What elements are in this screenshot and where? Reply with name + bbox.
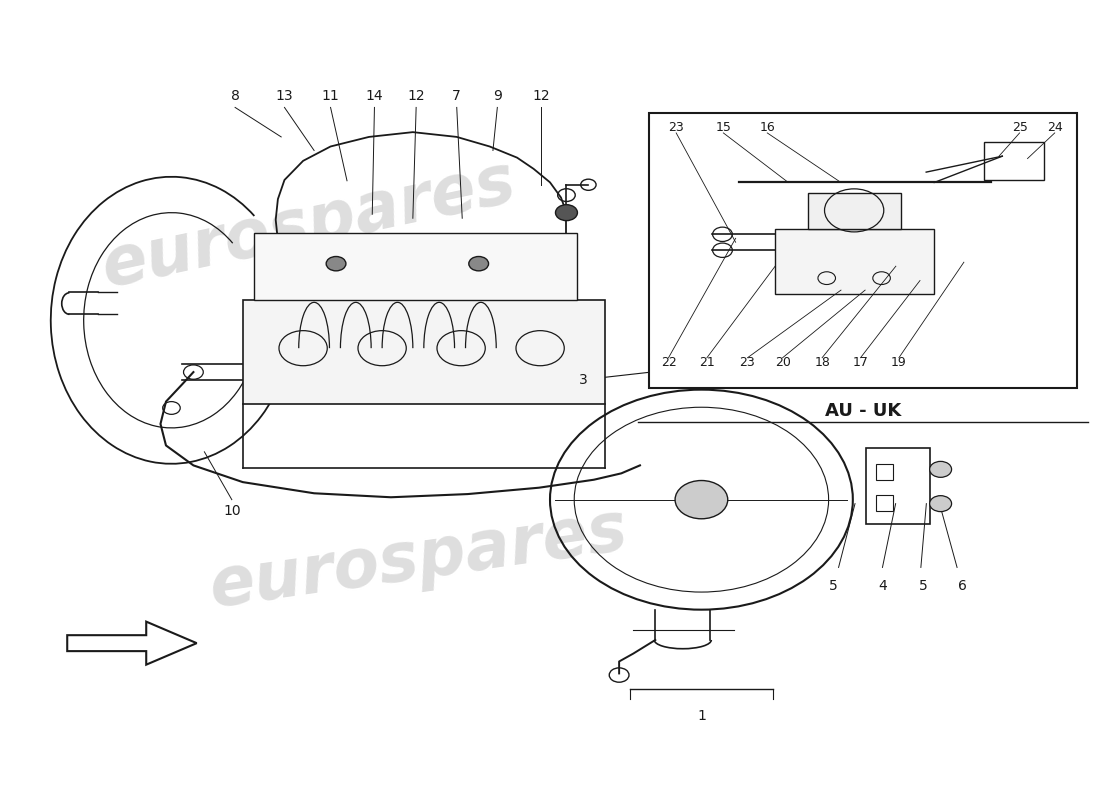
Text: 12: 12: [532, 90, 550, 103]
Text: 10: 10: [223, 504, 241, 518]
Text: 5: 5: [918, 579, 927, 594]
FancyBboxPatch shape: [243, 300, 605, 404]
FancyBboxPatch shape: [808, 193, 901, 229]
Circle shape: [930, 462, 952, 478]
Text: 11: 11: [321, 90, 340, 103]
Circle shape: [675, 481, 728, 518]
FancyBboxPatch shape: [679, 278, 746, 295]
Text: 8: 8: [231, 90, 240, 103]
FancyBboxPatch shape: [776, 229, 934, 294]
Circle shape: [691, 272, 733, 302]
Text: 1: 1: [697, 710, 706, 723]
Text: AU - UK: AU - UK: [825, 402, 901, 420]
Text: 13: 13: [276, 90, 294, 103]
Text: 2: 2: [836, 267, 845, 281]
Circle shape: [327, 257, 345, 271]
Circle shape: [469, 257, 488, 271]
Text: 20: 20: [774, 356, 791, 369]
Text: 4: 4: [878, 579, 887, 594]
Text: 15: 15: [715, 121, 732, 134]
Text: 24: 24: [1047, 121, 1063, 134]
Text: 23: 23: [739, 356, 756, 369]
Circle shape: [930, 496, 952, 512]
Text: 16: 16: [759, 121, 775, 134]
FancyBboxPatch shape: [663, 295, 761, 334]
Text: 25: 25: [1012, 121, 1027, 134]
Polygon shape: [67, 622, 197, 665]
Text: 18: 18: [814, 356, 830, 369]
Text: 14: 14: [365, 90, 383, 103]
Text: 17: 17: [852, 356, 869, 369]
Text: 7: 7: [452, 90, 461, 103]
FancyBboxPatch shape: [654, 334, 769, 388]
Text: 3: 3: [579, 373, 587, 387]
FancyBboxPatch shape: [254, 233, 578, 300]
Text: 22: 22: [661, 356, 676, 369]
Text: 12: 12: [407, 90, 425, 103]
Text: 23: 23: [669, 121, 684, 134]
Text: 21: 21: [698, 356, 715, 369]
Text: eurospares: eurospares: [96, 149, 521, 301]
Text: 9: 9: [493, 90, 502, 103]
Text: 5: 5: [828, 579, 837, 594]
Text: eurospares: eurospares: [205, 498, 631, 622]
Circle shape: [556, 205, 578, 221]
Text: 6: 6: [958, 579, 967, 594]
Text: 19: 19: [891, 356, 906, 369]
FancyBboxPatch shape: [649, 113, 1077, 388]
